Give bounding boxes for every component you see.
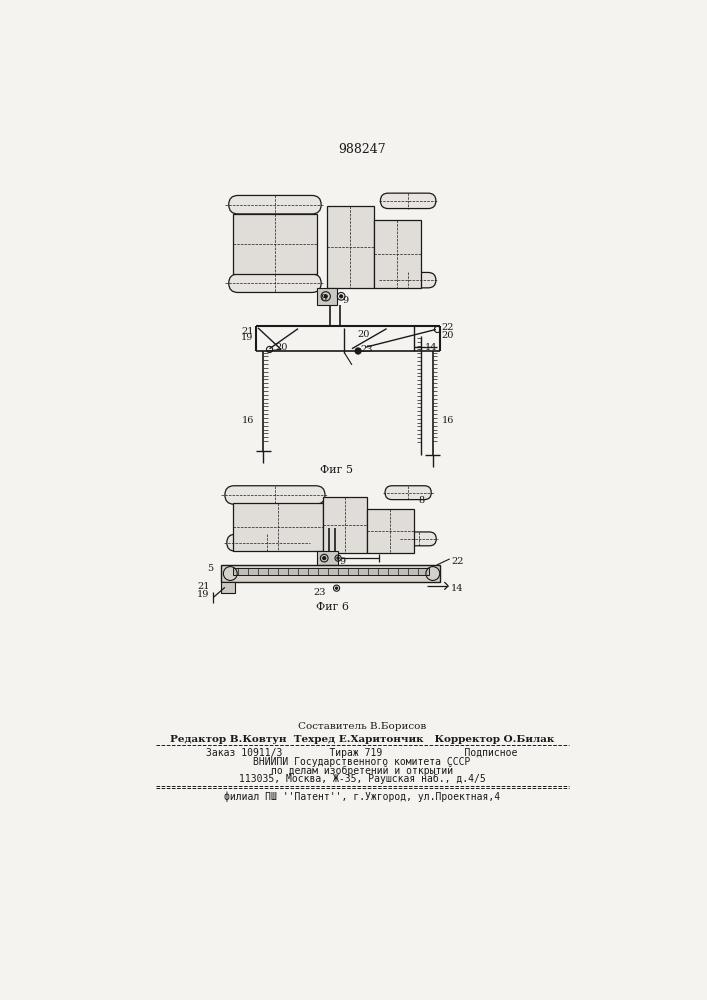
- Text: 21: 21: [241, 327, 254, 336]
- Text: 16: 16: [242, 416, 255, 425]
- Bar: [233, 568, 429, 575]
- Text: 23: 23: [361, 345, 373, 354]
- FancyBboxPatch shape: [380, 193, 436, 209]
- Text: Фиг 5: Фиг 5: [320, 465, 353, 475]
- FancyBboxPatch shape: [402, 532, 436, 546]
- Text: 5: 5: [207, 564, 214, 573]
- Bar: [327, 206, 373, 288]
- Bar: [368, 509, 414, 553]
- Text: Редактор В.Ковтун  Техред Е.Харитончик   Корректор О.Билак: Редактор В.Ковтун Техред Е.Харитончик Ко…: [170, 735, 554, 744]
- Text: ВНИИПИ Государственного комитета СССР: ВНИИПИ Государственного комитета СССР: [253, 757, 471, 767]
- FancyBboxPatch shape: [227, 534, 308, 551]
- Text: 9: 9: [343, 296, 349, 305]
- Text: Заказ 10911/3        Тираж 719              Подписное: Заказ 10911/3 Тираж 719 Подписное: [206, 748, 518, 758]
- Circle shape: [325, 295, 327, 298]
- Text: 19: 19: [197, 590, 209, 599]
- FancyBboxPatch shape: [225, 486, 325, 504]
- Text: 14: 14: [424, 343, 437, 352]
- Text: 988247: 988247: [338, 143, 386, 156]
- Bar: [221, 565, 440, 582]
- Text: 21: 21: [197, 582, 209, 591]
- FancyBboxPatch shape: [380, 272, 436, 288]
- Circle shape: [339, 295, 343, 298]
- Circle shape: [322, 557, 326, 560]
- Bar: [317, 551, 338, 565]
- Text: 113035, Москва, Ж-35, Раушская наб., д.4/5: 113035, Москва, Ж-35, Раушская наб., д.4…: [238, 774, 485, 784]
- Text: 20: 20: [276, 343, 288, 352]
- Circle shape: [355, 348, 361, 354]
- Text: 22: 22: [441, 323, 454, 332]
- Bar: [322, 497, 368, 553]
- Circle shape: [337, 557, 339, 559]
- Circle shape: [335, 587, 338, 589]
- Bar: [221, 582, 235, 593]
- Text: 9: 9: [339, 557, 346, 566]
- Text: 22: 22: [451, 557, 464, 566]
- Text: 23: 23: [313, 588, 326, 597]
- Text: 20: 20: [441, 331, 454, 340]
- FancyBboxPatch shape: [385, 486, 431, 500]
- Bar: [317, 288, 337, 305]
- Bar: [233, 214, 317, 274]
- Bar: [373, 220, 421, 288]
- Text: филиал ПШ ''Патент'', г.Ужгород, ул.Проектная,4: филиал ПШ ''Патент'', г.Ужгород, ул.Прое…: [224, 792, 500, 802]
- Text: 8: 8: [320, 294, 327, 303]
- Text: 16: 16: [442, 416, 455, 425]
- Text: Составитель В.Борисов: Составитель В.Борисов: [298, 722, 426, 731]
- Text: 20: 20: [357, 330, 370, 339]
- Text: по делам изобретений и открытий: по делам изобретений и открытий: [271, 765, 453, 776]
- Text: 8: 8: [418, 496, 424, 505]
- Text: 19: 19: [241, 333, 253, 342]
- FancyBboxPatch shape: [229, 195, 321, 214]
- FancyBboxPatch shape: [229, 274, 321, 292]
- Text: Фиг 6: Фиг 6: [316, 602, 349, 612]
- Bar: [233, 503, 322, 551]
- Text: 14: 14: [451, 584, 464, 593]
